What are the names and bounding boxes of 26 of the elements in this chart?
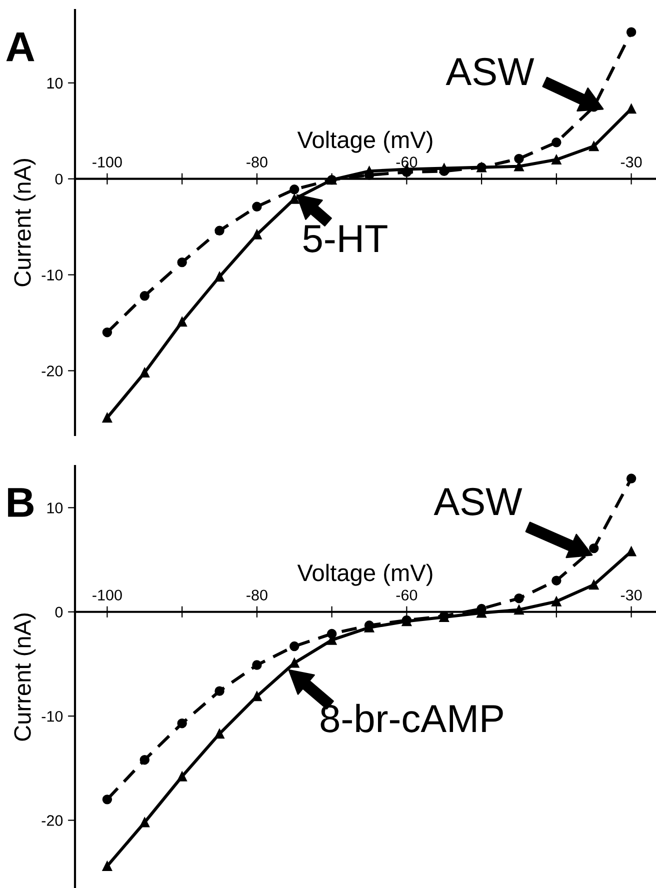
x-tick-label: -100	[92, 590, 122, 601]
x-tick-label: -80	[246, 156, 268, 168]
y-tick-label: 10	[47, 502, 63, 514]
x-tick-label: -60	[396, 156, 418, 168]
y-tick-label: -20	[42, 366, 63, 376]
x-tick-label: -30	[620, 590, 642, 601]
y-tick-label: 0	[55, 174, 63, 185]
x-tick-label: -60	[396, 590, 418, 601]
x-tick-label: -100	[92, 156, 122, 168]
y-axis-title: Current (nA)	[14, 159, 36, 286]
y-tick-label: 10	[47, 78, 63, 89]
x-axis-title: Voltage (mV)	[297, 130, 432, 153]
chart-title: A	[6, 32, 34, 62]
y-axis-title: Current (nA)	[14, 614, 36, 741]
y-tick-label: -20	[42, 815, 63, 826]
annotation: 8-br-cAMP	[320, 704, 503, 732]
annotation: ASW	[446, 58, 534, 86]
x-tick-label: -80	[246, 590, 268, 601]
y-tick-label: 0	[55, 606, 63, 618]
y-tick-label: -10	[42, 710, 63, 722]
x-axis-title: Voltage (mV)	[297, 564, 432, 586]
y-tick-label: -10	[42, 270, 63, 280]
annotation: ASW	[434, 488, 522, 516]
chart-title: B	[8, 488, 34, 517]
annotation: 5-HT	[303, 225, 388, 252]
x-tick-label: -30	[620, 156, 642, 168]
